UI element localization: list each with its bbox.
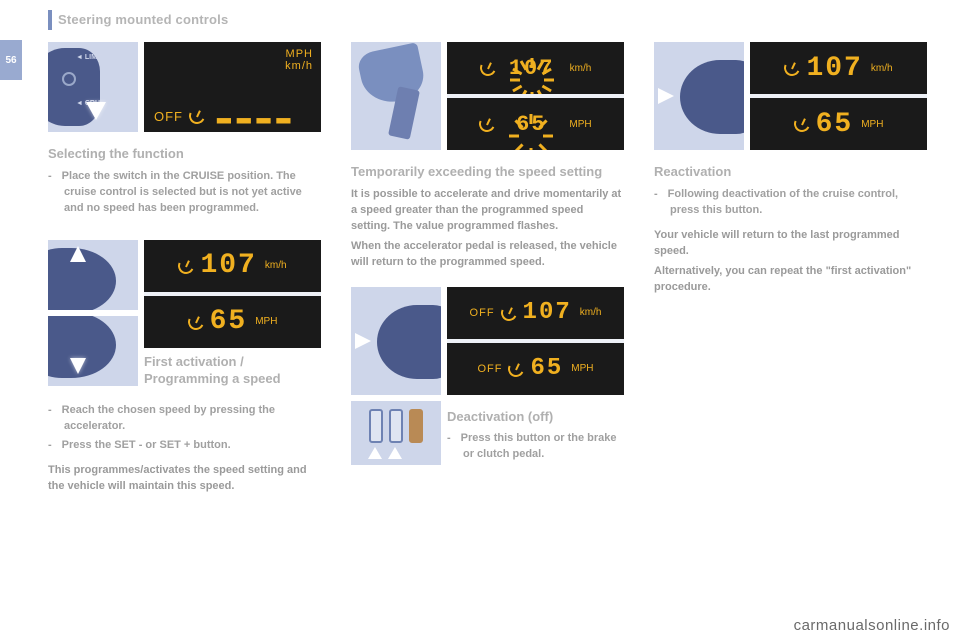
column-2: 107	[351, 42, 624, 499]
temp-exceed-heading: Temporarily exceeding the speed setting	[351, 164, 624, 181]
right-arrow-icon	[355, 333, 371, 349]
stalk-limit-label: ◄ LIMIT	[76, 54, 103, 61]
right-arrow-icon	[658, 88, 674, 104]
speedometer-icon	[508, 361, 524, 377]
column-3: 107 km/h 65 MPH Reactivation Following d…	[654, 42, 927, 499]
lcd-off-label: OFF	[477, 363, 502, 375]
lcd-off-label: OFF	[470, 307, 495, 319]
lcd-off-kmh-value: 107	[523, 299, 572, 326]
lcd-kmh-value: 107	[200, 250, 256, 281]
page-number: 56	[5, 55, 16, 66]
watermark: carmanualsonline.info	[794, 617, 950, 634]
speedometer-icon	[479, 116, 495, 132]
lcd-off-display: MPH km/h OFF ▂▂▂▂	[144, 42, 321, 132]
lcd-mph-unit: MPH	[571, 363, 593, 374]
column-1: ◄ LIMIT ◄ CRUISE MPH km/h OFF ▂▂▂▂	[48, 42, 321, 499]
down-arrow-icon	[70, 358, 86, 374]
lcd-active-display: 107 km/h 65 MPH	[144, 240, 321, 348]
stalk-set-plus-illus	[48, 240, 138, 310]
reactivation-row: 107 km/h 65 MPH	[654, 42, 927, 150]
stalk-dial-icon	[62, 72, 76, 86]
up-arrow-icon	[388, 447, 402, 459]
speedometer-icon	[784, 60, 800, 76]
first-activation-list: Reach the chosen speed by pressing the a…	[48, 403, 321, 457]
deact-item-1: Press this button or the brake or clutch…	[447, 431, 624, 463]
speedometer-icon	[480, 60, 496, 76]
first-tail-text: This programmes/activates the speed sett…	[48, 463, 321, 495]
lcd-mph-unit: MPH	[861, 119, 883, 130]
up-arrow-icon	[368, 447, 382, 459]
lcd-mph-value: 65	[210, 306, 248, 337]
lcd-kmh-unit: km/h	[570, 63, 592, 74]
selecting-list: Place the switch in the CRUISE position.…	[48, 169, 321, 220]
foot-pedal-illus	[351, 42, 441, 150]
three-pedals-illus	[351, 401, 441, 465]
speedometer-icon	[188, 314, 204, 330]
selecting-illustration-row: ◄ LIMIT ◄ CRUISE MPH km/h OFF ▂▂▂▂	[48, 42, 321, 132]
lcd-dots: ▂▂▂▂	[217, 103, 296, 124]
deactivation-row: OFF 107 km/h OFF 65 MPH	[351, 287, 624, 395]
lcd-mph-unit: MPH	[255, 316, 277, 327]
react-item-1: Following deactivation of the cruise con…	[654, 187, 927, 219]
reactivation-heading: Reactivation	[654, 164, 927, 181]
up-arrow-icon	[70, 246, 86, 262]
stalk-cruise-illus: ◄ LIMIT ◄ CRUISE	[48, 42, 138, 132]
temp-p2: When the accelerator pedal is released, …	[351, 239, 624, 271]
header-accent-bar	[48, 10, 52, 30]
lcd-mph-label: MPH	[285, 48, 313, 60]
deactivation-list: Press this button or the brake or clutch…	[447, 431, 624, 463]
stalk-set-minus-illus	[48, 316, 138, 386]
selecting-heading: Selecting the function	[48, 146, 321, 163]
temp-p1: It is possible to accelerate and drive m…	[351, 187, 624, 235]
first-item-2: Press the SET - or SET + button.	[48, 438, 321, 454]
stalk-end-button-illus	[351, 287, 441, 395]
speedometer-icon	[178, 258, 194, 274]
speedometer-icon	[794, 116, 810, 132]
first-activation-heading: First activation / Programming a speed	[144, 354, 321, 388]
speedometer-icon	[501, 305, 517, 321]
content-columns: ◄ LIMIT ◄ CRUISE MPH km/h OFF ▂▂▂▂	[48, 42, 928, 499]
brake-pedal-icon	[389, 409, 403, 443]
pedals-row: Deactivation (off) Press this button or …	[351, 401, 624, 470]
react-p2: Alternatively, you can repeat the "first…	[654, 264, 927, 296]
lcd-off-label: OFF	[154, 109, 183, 124]
lcd-kmh-label: km/h	[285, 60, 313, 72]
stalk-end-button-illus	[654, 42, 744, 150]
first-activation-row: 107 km/h 65 MPH First activation / Progr…	[48, 240, 321, 394]
lcd-kmh-unit: km/h	[580, 307, 602, 318]
clutch-pedal-icon	[369, 409, 383, 443]
selecting-item-1: Place the switch in the CRUISE position.…	[48, 169, 321, 217]
lcd-mph-unit: MPH	[569, 119, 591, 130]
reactivation-list: Following deactivation of the cruise con…	[654, 187, 927, 222]
lcd-kmh-value: 107	[806, 53, 862, 84]
accelerator-pedal-icon	[409, 409, 423, 443]
lcd-kmh-unit: km/h	[871, 63, 893, 74]
lcd-reactivated-display: 107 km/h 65 MPH	[750, 42, 927, 150]
page-header: Steering mounted controls	[58, 12, 228, 27]
page-number-tab: 56	[0, 40, 22, 80]
lcd-kmh-unit: km/h	[265, 260, 287, 271]
down-arrow-icon	[86, 102, 106, 120]
lcd-off-mph-value: 65	[530, 355, 563, 382]
flash-starburst-icon: 65	[501, 104, 561, 144]
temp-exceed-row: 107	[351, 42, 624, 150]
lcd-off-values-display: OFF 107 km/h OFF 65 MPH	[447, 287, 624, 395]
first-item-1: Reach the chosen speed by pressing the a…	[48, 403, 321, 435]
lcd-flash-display: 107	[447, 42, 624, 150]
deactivation-heading: Deactivation (off)	[447, 409, 624, 426]
lcd-mph-value: 65	[816, 109, 854, 140]
react-p1: Your vehicle will return to the last pro…	[654, 228, 927, 260]
flash-starburst-icon: 107	[502, 48, 562, 88]
speedometer-icon	[189, 108, 205, 124]
